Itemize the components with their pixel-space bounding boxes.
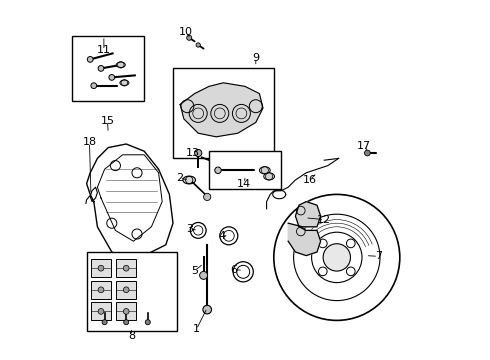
Text: 11: 11 <box>97 45 111 55</box>
Circle shape <box>215 167 221 174</box>
Bar <box>91 302 111 320</box>
Text: 6: 6 <box>231 265 238 275</box>
Text: 14: 14 <box>237 179 251 189</box>
Circle shape <box>195 149 202 157</box>
Text: 10: 10 <box>178 27 193 37</box>
Ellipse shape <box>183 176 196 184</box>
Text: 13: 13 <box>186 148 200 158</box>
Polygon shape <box>288 202 320 256</box>
Text: 18: 18 <box>82 137 97 147</box>
Bar <box>91 259 111 277</box>
Text: 2: 2 <box>176 173 183 183</box>
Bar <box>72 36 144 101</box>
Ellipse shape <box>116 62 125 68</box>
Ellipse shape <box>264 173 274 180</box>
Bar <box>87 252 176 331</box>
Circle shape <box>323 244 350 271</box>
Text: 9: 9 <box>252 53 259 63</box>
Text: 5: 5 <box>191 266 198 276</box>
Text: 3: 3 <box>186 224 193 234</box>
Bar <box>173 68 274 158</box>
Circle shape <box>91 83 97 89</box>
Text: 16: 16 <box>303 175 317 185</box>
Circle shape <box>109 75 115 80</box>
Text: 1: 1 <box>193 324 200 334</box>
Circle shape <box>98 66 104 71</box>
Ellipse shape <box>120 80 129 85</box>
Circle shape <box>102 320 107 325</box>
Text: 12: 12 <box>317 215 331 225</box>
Text: 7: 7 <box>375 251 382 261</box>
Circle shape <box>203 305 212 314</box>
Circle shape <box>98 265 104 271</box>
Bar <box>116 259 136 277</box>
Circle shape <box>123 287 129 293</box>
Circle shape <box>204 193 211 201</box>
Text: 8: 8 <box>128 330 135 341</box>
Text: 4: 4 <box>218 231 225 241</box>
Circle shape <box>123 309 129 314</box>
Text: 17: 17 <box>357 141 371 151</box>
Bar <box>209 151 281 189</box>
Bar <box>91 281 111 299</box>
Ellipse shape <box>259 167 270 174</box>
Circle shape <box>187 35 192 40</box>
Circle shape <box>196 43 200 47</box>
Text: 15: 15 <box>100 116 115 126</box>
Circle shape <box>87 57 93 62</box>
Bar <box>116 281 136 299</box>
Bar <box>116 302 136 320</box>
Circle shape <box>98 287 104 293</box>
Circle shape <box>98 309 104 314</box>
Circle shape <box>365 150 370 156</box>
Circle shape <box>123 320 129 325</box>
Polygon shape <box>180 83 263 137</box>
Circle shape <box>123 265 129 271</box>
Circle shape <box>199 271 208 279</box>
Circle shape <box>145 320 150 325</box>
